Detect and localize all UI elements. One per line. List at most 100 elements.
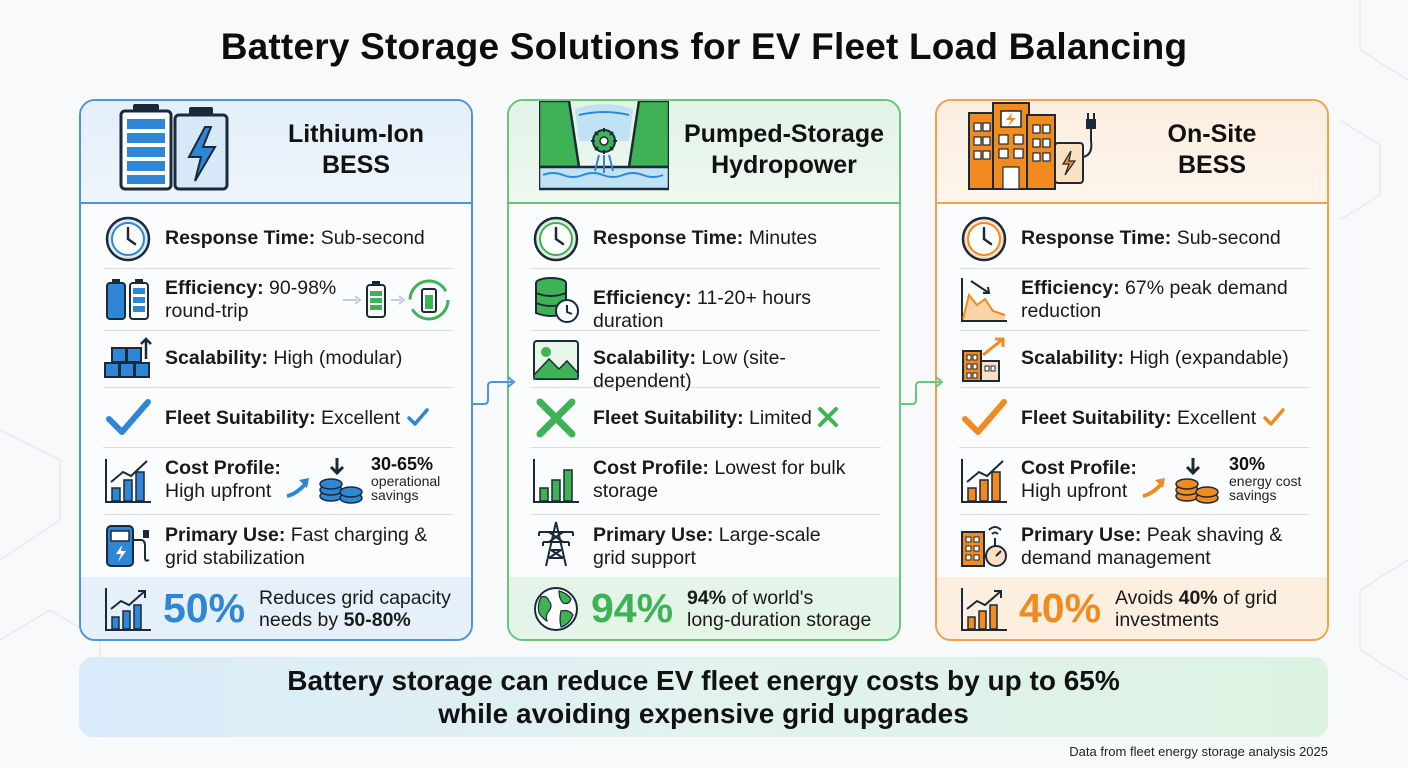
landscape-icon	[533, 340, 579, 380]
savings-coins-icon	[286, 458, 363, 504]
row-value: Excellent	[1177, 407, 1257, 429]
row-label: Primary Use:	[593, 524, 714, 546]
checkmark-icon	[1262, 408, 1285, 426]
row-fleet-suitability: Fleet Suitability: Excellent	[959, 388, 1309, 448]
row-value-line2: demand management	[1021, 547, 1211, 569]
row-label: Response Time:	[593, 227, 744, 249]
row-response-time: Response Time: Sub-second	[959, 211, 1309, 269]
row-value: High (modular)	[273, 347, 403, 369]
card-on-site-bess: On-Site BESS Response Time: Sub-second E…	[935, 99, 1329, 641]
row-value: Peak shaving &	[1146, 524, 1283, 546]
footer-text-bold: 94%	[687, 587, 727, 609]
row-value-line2: storage	[593, 480, 659, 502]
footer-text-line1: Reduces grid capacity	[259, 587, 451, 609]
clock-icon	[961, 216, 1007, 262]
row-value: Excellent	[321, 407, 401, 429]
savings-stat-line2: savings	[371, 487, 419, 503]
card-title-line2: Hydropower	[711, 151, 857, 179]
row-value: Sub-second	[320, 227, 425, 249]
card-title-line1: Pumped-Storage	[683, 120, 885, 148]
row-value: High upfront	[1021, 480, 1128, 502]
savings-stat: 30%	[1229, 454, 1266, 474]
row-value-line2: grid stabilization	[165, 547, 305, 569]
growth-chart-icon	[105, 588, 151, 631]
connector-arrow	[900, 376, 944, 405]
row-scalability: Scalability: High (modular)	[103, 331, 453, 388]
savings-stat-line1: operational	[371, 473, 441, 489]
peak-reduction-icon	[961, 278, 1007, 322]
page-title: Battery Storage Solutions for EV Fleet L…	[220, 26, 1188, 67]
row-label: Cost Profile:	[1021, 457, 1137, 479]
transmission-tower-icon	[538, 521, 574, 567]
checkmark-icon	[106, 399, 151, 435]
row-response-time: Response Time: Sub-second	[103, 211, 453, 269]
card-footer-stat: 40% Avoids 40% of grid investments	[937, 577, 1327, 639]
summary-banner: Battery storage can reduce EV fleet ener…	[79, 657, 1328, 737]
footer-text-bold: 40%	[1178, 587, 1218, 609]
banner-line1: Battery storage can reduce EV fleet ener…	[287, 665, 1120, 696]
footer-text-line2: needs by	[259, 609, 344, 631]
row-value: High upfront	[165, 480, 272, 502]
clock-icon	[533, 216, 579, 262]
row-fleet-suitability: Fleet Suitability: Excellent	[103, 388, 453, 448]
row-label: Efficiency:	[1021, 277, 1120, 299]
footer-text-line1: of world's	[726, 587, 814, 609]
charging-station-icon	[106, 525, 150, 567]
banner-line2: while avoiding expensive grid upgrades	[438, 698, 969, 729]
checkmark-icon	[406, 408, 429, 426]
row-value: Lowest for bulk	[714, 457, 846, 479]
row-label: Fleet Suitability:	[1021, 407, 1172, 429]
footer-text-line2: investments	[1115, 609, 1220, 631]
row-value: Minutes	[748, 227, 817, 249]
row-scalability: Scalability: High (expandable)	[959, 331, 1309, 388]
row-efficiency: Efficiency: 11-20+ hours duration	[531, 269, 881, 332]
row-value: Fast charging &	[290, 524, 428, 546]
row-value-line2: round-trip	[165, 300, 249, 322]
savings-stat-line2: savings	[1229, 487, 1277, 503]
building-growth-icon	[962, 337, 1005, 382]
row-value: Limited	[749, 407, 812, 429]
cross-icon	[536, 398, 576, 438]
savings-stat-line1: energy cost	[1229, 473, 1302, 489]
row-value-line2: reduction	[1021, 300, 1102, 322]
bar-chart-icon	[961, 459, 1007, 503]
row-cost-profile: Cost Profile: Lowest for bulk storage	[531, 448, 881, 515]
card-title-line1: On-Site	[1167, 120, 1257, 148]
row-value-line2: grid support	[593, 547, 696, 569]
battery-cycle-icon	[343, 279, 450, 321]
row-label: Cost Profile:	[593, 457, 709, 479]
storage-timer-icon	[535, 277, 579, 323]
row-label: Scalability:	[1021, 347, 1124, 369]
row-scalability: Scalability: Low (site-dependent)	[531, 331, 881, 392]
footer-text-prefix: Avoids	[1115, 587, 1179, 609]
card-header: Pumped-Storage Hydropower	[509, 101, 899, 204]
row-label: Efficiency:	[165, 277, 264, 299]
row-value: 67% peak demand	[1125, 277, 1288, 299]
row-value: Low (site-dependent)	[593, 347, 786, 392]
row-label: Response Time:	[1021, 227, 1172, 249]
savings-coins-icon	[1142, 458, 1219, 504]
row-value: Sub-second	[1176, 227, 1281, 249]
card-header: On-Site BESS	[937, 101, 1327, 204]
footer-percent: 40%	[1019, 585, 1102, 631]
savings-stat: 30-65%	[371, 454, 434, 474]
row-value: 11-20+ hours duration	[593, 287, 812, 332]
row-response-time: Response Time: Minutes	[531, 211, 881, 269]
row-primary-use: Primary Use: Peak shaving & demand manage…	[959, 515, 1309, 577]
row-fleet-suitability: Fleet Suitability: Limited	[531, 388, 881, 448]
card-header: Lithium-Ion BESS	[81, 101, 471, 204]
footer-text-line2: long-duration storage	[687, 609, 872, 631]
row-cost-profile: Cost Profile: High upfront 30-65% operati…	[103, 448, 453, 515]
row-label: Fleet Suitability:	[165, 407, 316, 429]
modular-blocks-icon	[104, 337, 152, 378]
footer-percent: 94%	[591, 585, 674, 631]
row-value: High (expandable)	[1129, 347, 1289, 369]
cross-icon	[818, 407, 839, 427]
bar-chart-icon	[105, 459, 151, 503]
row-primary-use: Primary Use: Fast charging & grid stabili…	[103, 515, 453, 577]
card-lithium-ion: Lithium-Ion BESS Response Time: Sub-seco…	[79, 99, 473, 641]
card-pumped-storage: Pumped-Storage Hydropower Response Time:…	[507, 99, 901, 641]
card-footer-stat: 94% 94% of world's long-duration storage	[509, 577, 899, 639]
card-title-line2: BESS	[1177, 151, 1247, 179]
hydro-dam-icon	[539, 101, 669, 191]
